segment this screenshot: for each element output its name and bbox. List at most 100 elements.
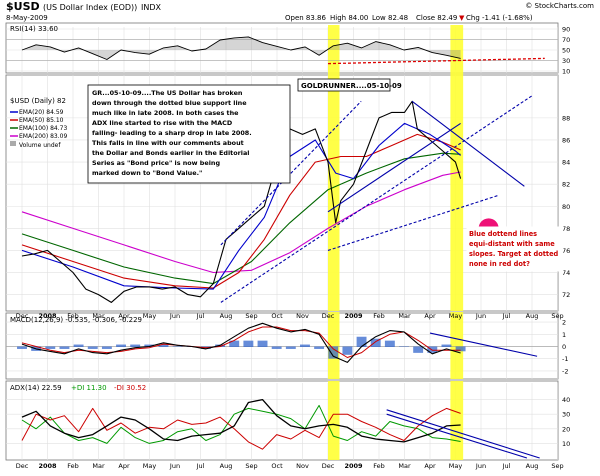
adx-y-tick: 40 [562,396,570,404]
macd-y-tick: 0 [562,343,566,351]
x-tick-label: Jul [502,312,511,320]
lower-support-line [220,95,533,303]
macd-histogram-bar [45,346,56,349]
target-note-lines: Blue dottend lines equi-distant with same… [469,230,559,268]
x-tick-label: Dec [322,312,335,320]
x-tick-label: Aug [526,312,539,320]
highlight-band [450,381,464,460]
x-tick-label: May [143,312,157,320]
rsi-y-tick: 10 [562,68,570,76]
symbol-label: $USD [6,0,40,13]
x-tick-label: Feb [373,312,385,320]
macd-histogram-bar [116,344,126,347]
macd-histogram-bar [144,344,155,347]
target-note-line: equi-distant with same [469,240,555,248]
x-tick-label: 2009 [344,312,363,320]
x-tick-label: May [143,462,157,470]
macd-histogram-bar [158,344,169,347]
x-tick-label: Dec [16,462,29,470]
axis-layer: Dec Dec 2008 2008 Feb Feb Mar Mar Apr Apr May May Ju… [16,26,571,471]
goldrunner-tag: GOLDRUNNER....05-10-09 [297,78,402,92]
x-tick-label: Mar [398,462,411,470]
legend-ema20: EMA(20) 84.59 [19,109,64,116]
x-tick-label: Feb [67,312,79,320]
x-tick-label: Jul [196,312,205,320]
macd-panel [5,312,559,380]
macd-title: MACD(12,26,9) -0.535, -0.306, -0.229 [10,316,142,324]
macd-y-tick: -2 [562,367,568,375]
commentary-line: much like in late 2008. In both cases th… [92,109,239,117]
price-y-tick: 72 [562,291,570,299]
macd-histogram-bar [314,346,325,349]
x-tick-label: Jul [196,462,205,470]
rsi-y-tick: 90 [562,26,570,34]
x-tick-label: Dec [16,312,29,320]
legend-plus-di: +DI 11.30 [71,384,107,392]
macd-histogram-bar [370,338,381,347]
highlight-band [328,25,340,73]
x-tick-label: Sep [245,462,257,470]
rsi-y-tick: 70 [562,36,570,44]
macd-histogram-bar [384,340,395,347]
x-tick-label: Nov [296,312,309,320]
price-legend: $USD (Daily) 82 EMA(20) 84.59 EMA(50) 85… [10,97,67,149]
x-tick-label: Sep [551,312,563,320]
x-tick-label: Mar [398,312,411,320]
commentary-line: This falls in line with our comments abo… [92,139,244,147]
ema200-line [21,171,461,274]
commentary-line: GR...05-10-09....The US Dollar has broke… [92,89,243,97]
price-y-tick: 76 [562,247,570,255]
descending-support-line [327,122,461,213]
price-y-tick: 74 [562,269,570,277]
symbol-name: (US Dollar Index (EOD)) [43,3,137,12]
commentary-line: the Dollar and Bonds earlier in the Edit… [92,149,249,157]
highlight-band [328,381,340,460]
commentary-line: down through the dotted blue support lin… [92,99,247,107]
legend-minus-di: -DI 30.52 [114,384,146,392]
rsi-y-tick: 30 [562,57,570,65]
x-tick-label: Nov [296,462,309,470]
macd-histogram-bar [101,346,112,349]
adx-y-tick: 30 [562,411,570,419]
x-tick-label: Jun [475,312,486,320]
macd-histogram-bar [342,346,353,355]
change-arrow: ▼ [459,14,465,22]
legend-ema200: EMA(200) 83.09 [19,133,67,140]
commentary-line: marked down to "Bond Value." [92,169,202,177]
x-tick-label: May [449,312,463,320]
highlight-band [328,73,340,311]
ema100-line [21,152,461,285]
rsi-title: RSI(14) 33.60 [10,25,58,33]
target-note: Blue dottend lines equi-distant with same… [466,226,564,272]
price-line [21,100,462,303]
macd-histogram-bar [243,340,254,347]
high-value: High 84.00 [330,14,368,22]
plus-di-line [21,404,461,444]
highlight-band [450,73,464,311]
macd-histogram-bar [285,346,296,349]
x-tick-label: Aug [526,462,539,470]
x-tick-label: Dec [322,462,335,470]
minus-di-line [21,407,461,450]
macd-histogram-bar [17,346,27,349]
x-tick-label: Apr [118,312,130,320]
x-tick-label: Apr [424,462,436,470]
highlight-band [328,312,340,379]
macd-y-tick: 2 [562,319,566,327]
exchange-label: INDX [141,3,162,12]
x-tick-label: Aug [220,462,233,470]
target-note-background [466,226,564,272]
legend-ema100: EMA(100) 84.73 [19,125,67,132]
x-tick-label: Jun [169,312,180,320]
macd-histogram-bar [356,336,367,347]
price-y-tick: 80 [562,203,570,211]
x-tick-label: Apr [118,462,130,470]
macd-histogram-bar [271,346,282,349]
low-value: Low 82.48 [372,14,408,22]
rsi-trendline [327,57,545,65]
commentary-box: GR...05-10-09....The US Dollar has broke… [87,84,291,184]
adx-legend: ADX(14) 22.59 +DI 11.30 -DI 30.52 [10,384,146,392]
x-tick-label: Feb [373,462,385,470]
macd-histogram-bar [130,344,141,347]
